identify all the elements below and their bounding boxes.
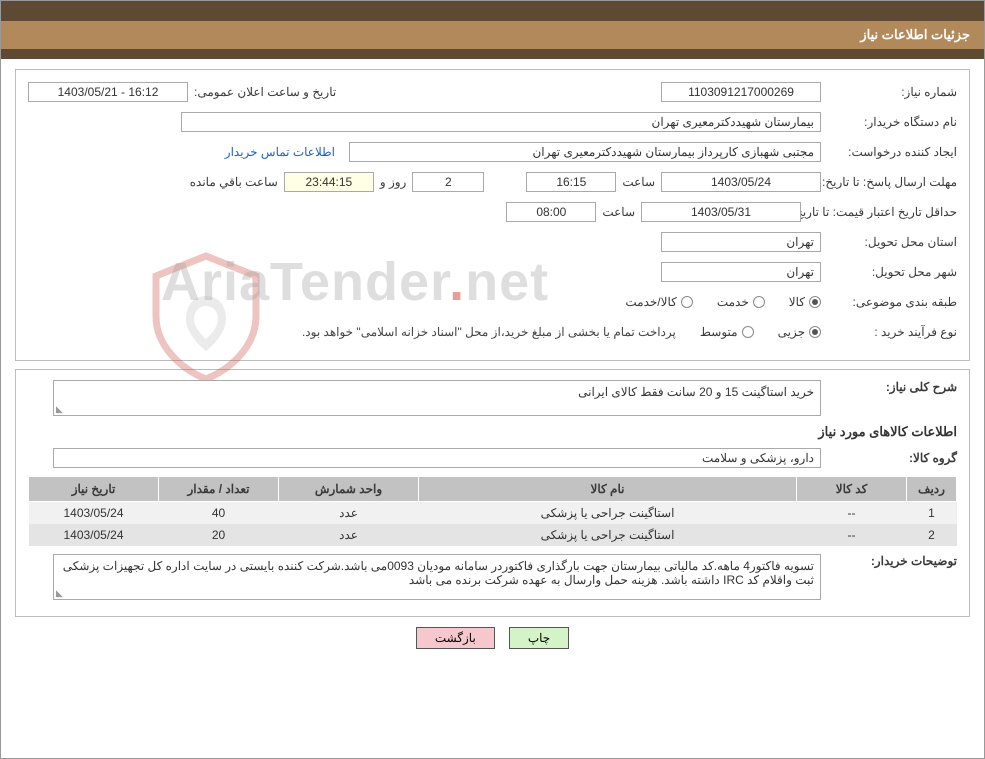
th-date: تاریخ نیاز — [29, 477, 159, 502]
radio-dot-icon — [753, 296, 765, 308]
row-deadline: مهلت ارسال پاسخ: تا تاریخ: 1403/05/24 سا… — [28, 170, 957, 194]
cell: استاگینت جراحی یا پزشکی — [419, 502, 797, 525]
row-desc: شرح کلی نیاز: خرید استاگینت 15 و 20 سانت… — [28, 380, 957, 416]
city-label: شهر محل تحویل: — [827, 265, 957, 279]
group-label: گروه کالا: — [827, 451, 957, 465]
deadline-time-field: 16:15 — [526, 172, 616, 192]
th-unit: واحد شمارش — [279, 477, 419, 502]
radio-both[interactable]: کالا/خدمت — [625, 295, 692, 309]
category-label: طبقه بندی موضوعی: — [827, 295, 957, 309]
cell: 1 — [907, 502, 957, 525]
row-group: گروه کالا: دارو، پزشکی و سلامت — [28, 446, 957, 470]
header-title: جزئیات اطلاعات نیاز — [860, 27, 970, 43]
button-row: چاپ بازگشت — [15, 627, 970, 649]
th-row: ردیف — [907, 477, 957, 502]
buyer-org-label: نام دستگاه خریدار: — [827, 115, 957, 129]
price-valid-time-word: ساعت — [602, 205, 635, 219]
remain-time-field: 23:44:15 — [284, 172, 374, 192]
days-word: روز و — [380, 175, 407, 189]
cell: 1403/05/24 — [29, 524, 159, 546]
city-field: تهران — [661, 262, 821, 282]
top-bars: جزئیات اطلاعات نیاز — [1, 1, 984, 59]
cell: 1403/05/24 — [29, 502, 159, 525]
row-need-no: شماره نیاز: 1103091217000269 تاریخ و ساع… — [28, 80, 957, 104]
requester-label: ایجاد کننده درخواست: — [827, 145, 957, 159]
row-province: استان محل تحویل: تهران — [28, 230, 957, 254]
th-name: نام کالا — [419, 477, 797, 502]
table-row: 2 -- استاگینت جراحی یا پزشکی عدد 20 1403… — [29, 524, 957, 546]
need-no-field: 1103091217000269 — [661, 82, 821, 102]
header-bar: جزئیات اطلاعات نیاز — [1, 21, 984, 49]
goods-table: ردیف کد کالا نام کالا واحد شمارش تعداد /… — [28, 476, 957, 546]
back-button[interactable]: بازگشت — [416, 627, 495, 649]
price-valid-time-field: 08:00 — [506, 202, 596, 222]
cell: -- — [797, 502, 907, 525]
radio-medium[interactable]: متوسط — [700, 325, 754, 339]
province-field: تهران — [661, 232, 821, 252]
radio-both-label: کالا/خدمت — [625, 295, 676, 309]
cell: استاگینت جراحی یا پزشکی — [419, 524, 797, 546]
cell: 40 — [159, 502, 279, 525]
print-button[interactable]: چاپ — [509, 627, 569, 649]
radio-dot-icon — [809, 326, 821, 338]
radio-medium-label: متوسط — [700, 325, 738, 339]
process-note: پرداخت تمام یا بخشی از مبلغ خرید،از محل … — [302, 325, 676, 339]
buyer-contact-link[interactable]: اطلاعات تماس خریدار — [225, 145, 335, 159]
remain-word: ساعت باقي مانده — [190, 175, 278, 189]
radio-service[interactable]: خدمت — [717, 295, 765, 309]
price-valid-date-field: 1403/05/31 — [641, 202, 801, 222]
radio-dot-icon — [681, 296, 693, 308]
row-city: شهر محل تحویل: تهران — [28, 260, 957, 284]
table-body: 1 -- استاگینت جراحی یا پزشکی عدد 40 1403… — [29, 502, 957, 547]
panel-goods-info: شرح کلی نیاز: خرید استاگینت 15 و 20 سانت… — [15, 369, 970, 617]
buyer-notes-textarea[interactable]: تسویه فاکتور4 ماهه.کد مالیاتی بیمارستان … — [53, 554, 821, 600]
deadline-time-word: ساعت — [622, 175, 655, 189]
desc-text: خرید استاگینت 15 و 20 سانت فقط کالای ایر… — [578, 385, 814, 399]
radio-dot-icon — [742, 326, 754, 338]
deadline-date-field: 1403/05/24 — [661, 172, 821, 192]
row-buyer-notes: توضیحات خریدار: تسویه فاکتور4 ماهه.کد ما… — [28, 554, 957, 600]
need-no-label: شماره نیاز: — [827, 85, 957, 99]
cell: عدد — [279, 502, 419, 525]
content: شماره نیاز: 1103091217000269 تاریخ و ساع… — [1, 59, 984, 657]
cell: 20 — [159, 524, 279, 546]
cell: -- — [797, 524, 907, 546]
buyer-notes-text: تسویه فاکتور4 ماهه.کد مالیاتی بیمارستان … — [63, 559, 814, 587]
goods-section-title: اطلاعات کالاهای مورد نیاز — [28, 424, 957, 440]
radio-dot-icon — [809, 296, 821, 308]
row-buyer-org: نام دستگاه خریدار: بیمارستان شهیددکترمعی… — [28, 110, 957, 134]
price-valid-label: حداقل تاریخ اعتبار قیمت: تا تاریخ: — [807, 205, 957, 219]
desc-label: شرح کلی نیاز: — [827, 380, 957, 394]
days-field: 2 — [412, 172, 484, 192]
cell: عدد — [279, 524, 419, 546]
group-field: دارو، پزشکی و سلامت — [53, 448, 821, 468]
radio-partial-label: جزیی — [778, 325, 805, 339]
deadline-label: مهلت ارسال پاسخ: تا تاریخ: — [827, 175, 957, 189]
row-category: طبقه بندی موضوعی: کالا خدمت کالا/خدمت — [28, 290, 957, 314]
th-qty: تعداد / مقدار — [159, 477, 279, 502]
table-header-row: ردیف کد کالا نام کالا واحد شمارش تعداد /… — [29, 477, 957, 502]
radio-partial[interactable]: جزیی — [778, 325, 821, 339]
radio-goods-label: کالا — [789, 295, 805, 309]
top-stripe-dark — [1, 1, 984, 21]
announce-label: تاریخ و ساعت اعلان عمومی: — [194, 85, 336, 99]
radio-goods[interactable]: کالا — [789, 295, 821, 309]
th-code: کد کالا — [797, 477, 907, 502]
province-label: استان محل تحویل: — [827, 235, 957, 249]
requester-field: مجتبی شهبازی کارپرداز بیمارستان شهیددکتر… — [349, 142, 821, 162]
panel-need-info: شماره نیاز: 1103091217000269 تاریخ و ساع… — [15, 69, 970, 361]
top-stripe-dark-2 — [1, 49, 984, 59]
row-requester: ایجاد کننده درخواست: مجتبی شهبازی کارپرد… — [28, 140, 957, 164]
buyer-org-field: بیمارستان شهیددکترمعیری تهران — [181, 112, 821, 132]
row-price-valid: حداقل تاریخ اعتبار قیمت: تا تاریخ: 1403/… — [28, 200, 957, 224]
table-row: 1 -- استاگینت جراحی یا پزشکی عدد 40 1403… — [29, 502, 957, 525]
announce-field: 16:12 - 1403/05/21 — [28, 82, 188, 102]
row-process: نوع فرآیند خرید : جزیی متوسط پرداخت تمام… — [28, 320, 957, 344]
cell: 2 — [907, 524, 957, 546]
page-frame: جزئیات اطلاعات نیاز AriaTender.net شماره… — [0, 0, 985, 759]
buyer-notes-label: توضیحات خریدار: — [827, 554, 957, 568]
radio-service-label: خدمت — [717, 295, 749, 309]
desc-textarea[interactable]: خرید استاگینت 15 و 20 سانت فقط کالای ایر… — [53, 380, 821, 416]
process-label: نوع فرآیند خرید : — [827, 325, 957, 339]
